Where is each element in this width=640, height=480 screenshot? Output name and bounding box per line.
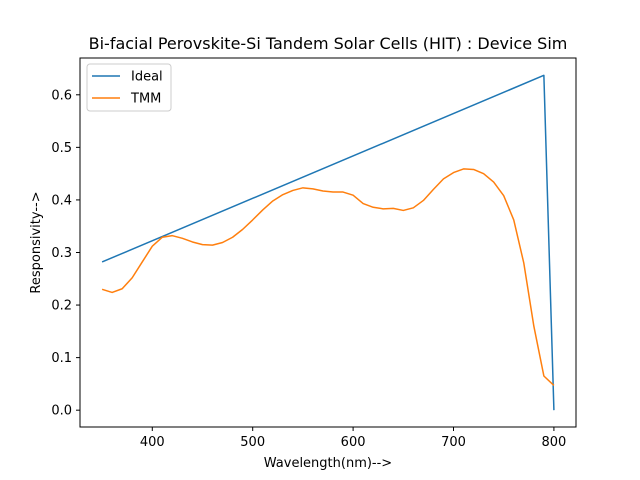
x-tick-label: 800 [541,435,566,450]
legend-label-ideal: Ideal [131,70,163,85]
x-tick-label: 600 [341,435,366,450]
y-tick-label: 0.1 [51,351,72,366]
plot-area [101,74,555,411]
x-tick-label: 500 [240,435,265,450]
x-tick-label: 400 [140,435,165,450]
y-tick-label: 0.0 [51,404,72,419]
x-tick-label: 700 [441,435,466,450]
series-line-ideal [101,74,555,411]
chart-title: Bi-facial Perovskite-Si Tandem Solar Cel… [89,34,568,53]
x-axis-label: Wavelength(nm)--> [264,456,392,471]
y-axis: 0.0 0.1 0.2 0.3 0.4 0.5 0.6 [51,88,80,419]
y-tick-label: 0.5 [51,141,72,156]
y-tick-label: 0.4 [51,193,72,208]
y-tick-label: 0.3 [51,246,72,261]
legend-label-tmm: TMM [130,92,161,107]
legend: Ideal TMM [86,63,172,112]
axes-frame [79,57,577,428]
x-axis: 400 500 600 700 800 [140,427,566,450]
series-line-tmm [101,168,555,387]
y-tick-label: 0.6 [51,88,72,103]
y-tick-label: 0.2 [51,299,72,314]
y-axis-label: Responsivity--> [29,191,44,293]
